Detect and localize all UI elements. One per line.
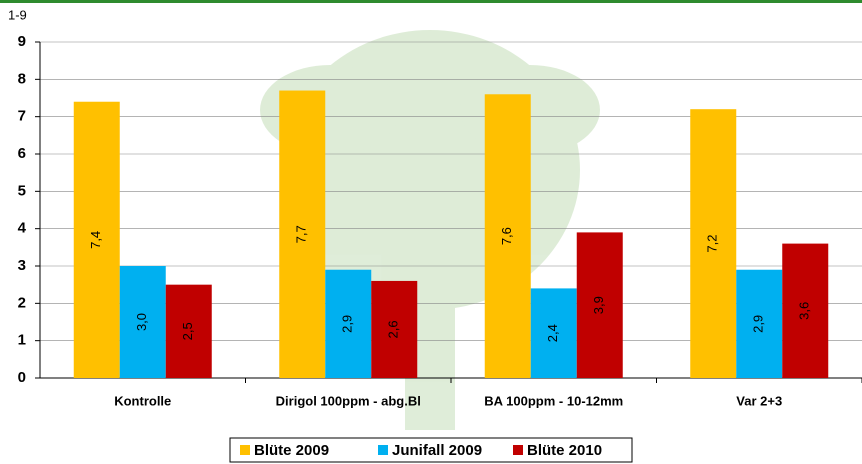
x-tick-label: BA 100ppm - 10-12mm <box>484 393 623 408</box>
value-label: 7,7 <box>294 225 309 243</box>
chart: 1-9 0 1 2 3 4 5 6 7 8 9 Kontrolle 7,4 3,0 2,5 Dirigol … <box>0 0 862 464</box>
y-tick-label: 1 <box>18 332 26 349</box>
y-tick-label: 8 <box>18 70 26 87</box>
y-tick-label: 0 <box>18 369 26 386</box>
y-tick-label: 3 <box>18 257 26 274</box>
legend-label: Blüte 2009 <box>254 442 329 459</box>
legend-swatch <box>513 445 523 455</box>
y-tick-label: 9 <box>18 33 26 50</box>
x-tick-label: Dirigol 100ppm - abg.Bl <box>276 393 421 408</box>
legend-label: Blüte 2010 <box>527 442 602 459</box>
y-tick-label: 2 <box>18 294 26 311</box>
value-label: 3,9 <box>591 296 606 314</box>
value-label: 7,2 <box>705 235 720 253</box>
value-label: 2,9 <box>751 315 766 333</box>
value-label: 3,0 <box>134 313 149 331</box>
value-label: 2,4 <box>545 324 560 342</box>
value-label: 2,9 <box>340 315 355 333</box>
value-label: 2,5 <box>180 322 195 340</box>
y-tick-label: 4 <box>18 220 27 237</box>
y-tick-label: 5 <box>18 182 26 199</box>
value-label: 7,4 <box>88 231 103 249</box>
value-label: 3,6 <box>797 302 812 320</box>
legend-swatch <box>378 445 388 455</box>
legend-label: Junifall 2009 <box>392 442 482 459</box>
y-tick-label: 7 <box>18 108 26 125</box>
value-label: 2,6 <box>386 320 401 338</box>
legend-swatch <box>240 445 250 455</box>
x-tick-label: Kontrolle <box>114 393 171 408</box>
x-tick-label: Var 2+3 <box>736 393 782 408</box>
y-tick-label: 6 <box>18 145 26 162</box>
y-axis-label: 1-9 <box>8 7 27 22</box>
value-label: 7,6 <box>499 227 514 245</box>
